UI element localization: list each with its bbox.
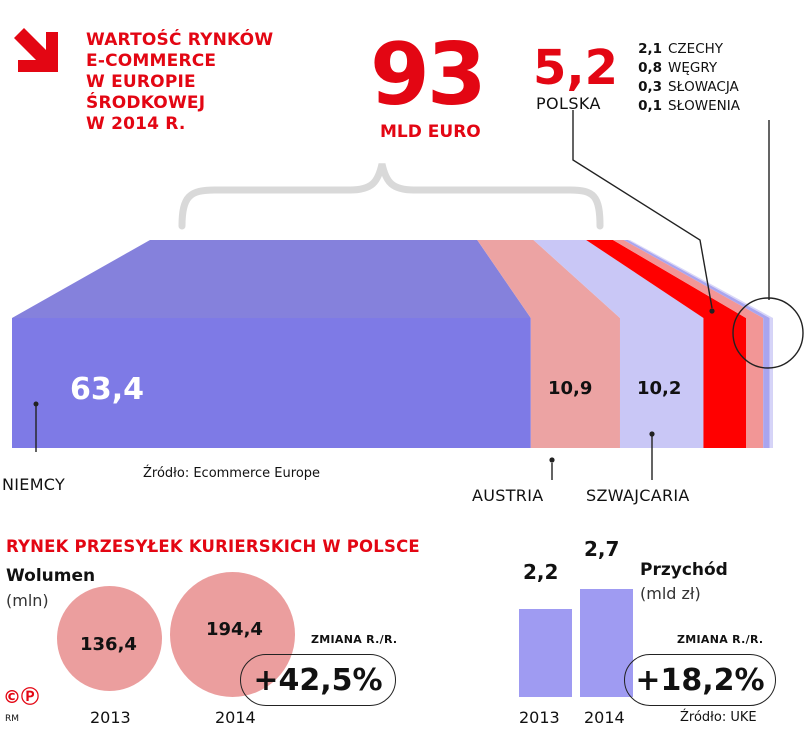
niemcy-value: 63,4: [70, 372, 145, 407]
bar-segment-węgry: [763, 318, 770, 448]
poland-value: 5,2: [533, 40, 619, 96]
bar-segment-niemcy: [12, 318, 531, 448]
volume-value-2014: 194,4: [206, 619, 263, 640]
country-value: 2,1: [638, 41, 662, 57]
title-line: ŚRODKOWEJ: [86, 93, 206, 113]
volume-unit: (mln): [6, 591, 49, 610]
volume-year-2014: 2014: [215, 708, 256, 727]
ecommerce-source: Źródło: Ecommerce Europe: [143, 466, 321, 481]
volume-bubble-2014: [170, 572, 295, 697]
country-value: 0,3: [638, 79, 662, 95]
volume-label: Wolumen: [6, 566, 96, 586]
country-row-slowacja: 0,3 SŁOWACJA: [632, 78, 740, 97]
bar-top-szwajcaria: [533, 240, 704, 318]
small-countries-list: 2,1 CZECHY 0,8 WĘGRY 0,3 SŁOWACJA 0,1 SŁOWEN…: [632, 40, 740, 116]
total-unit: MLD EURO: [380, 122, 481, 142]
poland-label: POLSKA: [536, 94, 601, 113]
poland-leader-dot: [709, 308, 715, 314]
revenue-label: Przychód: [640, 560, 728, 580]
revenue-year-2014: 2014: [584, 708, 625, 727]
market-share-chart: [12, 110, 804, 480]
bar-top-słowenia: [629, 240, 773, 318]
poland-leader-line: [572, 110, 713, 309]
brace-icon: [178, 163, 604, 230]
author-initials: RM: [5, 714, 20, 724]
bar-segment-szwajcaria: [619, 318, 704, 448]
revenue-year-2013: 2013: [519, 708, 560, 727]
volume-change-value: +42,5%: [253, 662, 383, 698]
austria-leader-dot: [549, 457, 555, 463]
country-label: CZECHY: [668, 41, 724, 57]
small-countries-circle: [732, 297, 804, 369]
bar-segment-austria: [530, 318, 620, 448]
volume-change-badge: +42,5%: [240, 654, 396, 706]
country-label: SŁOWACJA: [668, 79, 739, 95]
revenue-value-2014: 2,7: [584, 537, 620, 561]
revenue-unit: (mld zł): [640, 584, 701, 603]
volume-year-2013: 2013: [90, 708, 131, 727]
bar-top-słowacja: [627, 240, 773, 318]
title-line: E-COMMERCE: [86, 51, 217, 71]
bar-segment-słowenia: [772, 318, 773, 448]
copyright-mark: ©Ⓟ: [3, 687, 39, 708]
szwajcaria-value: 10,2: [637, 378, 682, 399]
country-label: SŁOWENIA: [668, 98, 740, 114]
title-line: WARTOŚĆ RYNKÓW: [86, 30, 274, 50]
szwajcaria-label: SZWAJCARIA: [586, 486, 690, 505]
bar-top-polska: [586, 240, 746, 318]
title-line: W EUROPIE: [86, 72, 196, 92]
niemcy-label: NIEMCY: [2, 475, 66, 494]
bar-segment-słowacja: [769, 318, 773, 448]
volume-change-label: ZMIANA R./R.: [311, 633, 398, 646]
country-value: 0,1: [638, 98, 662, 114]
austria-label: AUSTRIA: [472, 486, 544, 505]
bar-segment-czechy: [745, 318, 764, 448]
volume-bubble-2013: [57, 586, 162, 691]
revenue-change-value: +18,2%: [635, 662, 765, 698]
bar-top-austria: [477, 240, 620, 318]
bar-top-węgry: [623, 240, 770, 318]
country-value: 0,8: [638, 60, 662, 76]
courier-heading: RYNEK PRZESYŁEK KURIERSKICH W POLSCE: [6, 537, 420, 556]
country-row-wegry: 0,8 WĘGRY: [632, 59, 740, 78]
uke-source: Źródło: UKE: [680, 710, 757, 725]
bar-top-niemcy: [12, 240, 531, 318]
country-row-czechy: 2,1 CZECHY: [632, 40, 740, 59]
revenue-change-badge: +18,2%: [624, 654, 776, 706]
niemcy-leader-dot: [33, 401, 39, 407]
revenue-change-label: ZMIANA R./R.: [677, 633, 764, 646]
total-value: 93: [370, 25, 487, 125]
revenue-bar-2013: [519, 609, 572, 697]
szwajcaria-leader-dot: [649, 431, 655, 437]
country-row-slowenia: 0,1 SŁOWENIA: [632, 97, 740, 116]
austria-value: 10,9: [548, 378, 593, 399]
arrow-down-right-icon: [10, 24, 62, 76]
revenue-value-2013: 2,2: [523, 560, 559, 584]
bar-top-czechy: [612, 240, 764, 318]
title-line: W 2014 R.: [86, 114, 186, 134]
country-label: WĘGRY: [668, 60, 718, 76]
chart-title: WARTOŚĆ RYNKÓW E-COMMERCE W EUROPIE ŚROD…: [86, 30, 273, 135]
volume-value-2013: 136,4: [80, 634, 137, 655]
bar-segment-polska: [703, 318, 746, 448]
